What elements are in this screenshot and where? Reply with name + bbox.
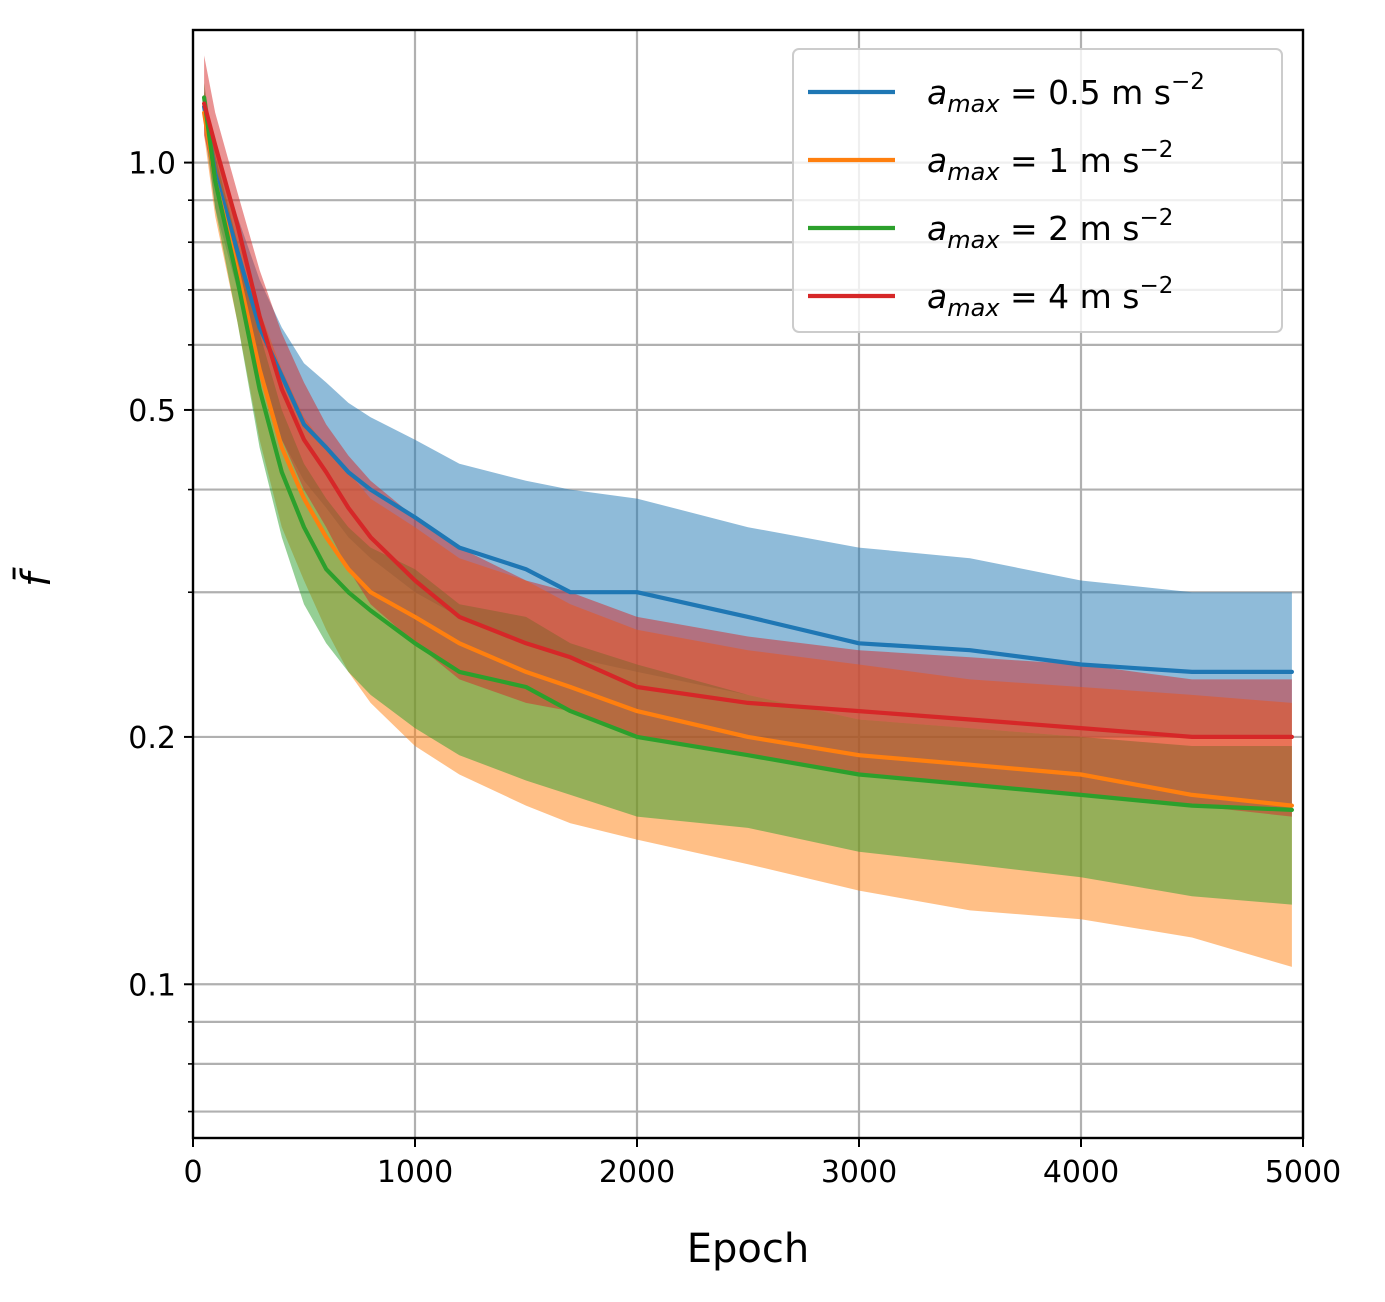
y-tick-label: 0.1 [128, 968, 176, 1003]
plot-frame [191, 28, 1305, 1140]
legend-box [792, 48, 1283, 333]
band-series-4 [204, 55, 1292, 817]
x-tick-label: 3000 [821, 1155, 897, 1190]
series-lines [202, 95, 1295, 813]
legend-entry: amax = 0.5 m s−2 [927, 69, 1205, 118]
x-tick-label: 5000 [1265, 1155, 1341, 1190]
y-tick-label: 0.5 [128, 394, 176, 429]
line-series-2 [202, 110, 1295, 808]
y-tick-label: 0.2 [128, 721, 176, 756]
x-tick-label: 0 [183, 1155, 202, 1190]
legend-entry: amax = 4 m s−2 [927, 273, 1173, 322]
line-series-3 [202, 95, 1295, 813]
x-tick-label: 4000 [1043, 1155, 1119, 1190]
y-tick-label: 1.0 [128, 147, 176, 182]
line-series-4 [202, 101, 1295, 740]
legend-entry: amax = 1 m s−2 [927, 137, 1173, 186]
band-series-3 [204, 83, 1292, 905]
axis-ticks: 0 1000 2000 3000 4000 5000 0.1 0.2 0.5 1.0 [128, 147, 1341, 1190]
x-axis-label: Epoch [687, 1226, 809, 1272]
x-tick-label: 1000 [377, 1155, 453, 1190]
legend: amax = 0.5 m s−2 amax = 1 m s−2 amax = 2 m… [792, 48, 1283, 333]
confidence-bands [204, 55, 1292, 967]
x-tick-label: 2000 [599, 1155, 675, 1190]
legend-entry: amax = 2 m s−2 [927, 205, 1173, 254]
